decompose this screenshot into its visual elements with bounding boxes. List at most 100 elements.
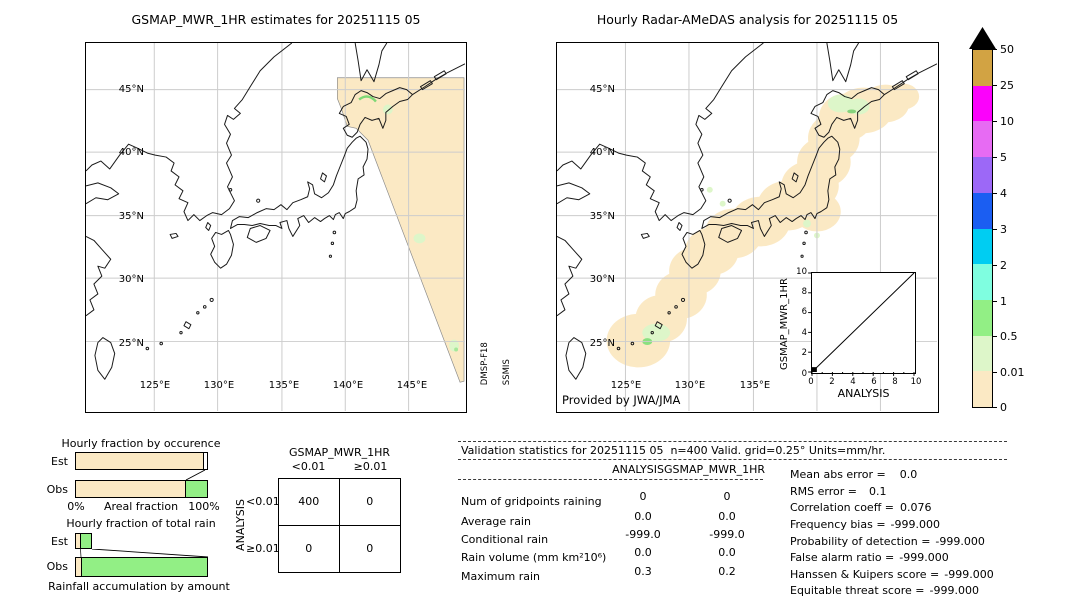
colorbar-tick-label: 25 bbox=[1000, 79, 1014, 92]
inset-ytick: 2 bbox=[801, 348, 807, 358]
totalrain-obs-label: Obs bbox=[46, 560, 68, 573]
score-row: Correlation coeff = 0.076 bbox=[790, 496, 932, 515]
stats-row-label: Num of gridpoints raining bbox=[461, 495, 602, 508]
inset-scatter-panel bbox=[808, 272, 916, 376]
colorbar-tick bbox=[993, 85, 997, 86]
contingency-col2-header: ≥0.01 bbox=[353, 460, 388, 473]
lat-label: 35°N bbox=[118, 211, 144, 222]
contingency-row1-header: <0.01 bbox=[246, 495, 280, 508]
score-label: Correlation coeff = bbox=[790, 501, 894, 514]
stats-analysis-value: 0.0 bbox=[634, 510, 652, 523]
stats-row: Rain volume (mm km²10⁶) 0.0 0.0 bbox=[461, 546, 761, 565]
colorbar-tick-label: 5 bbox=[1000, 151, 1007, 164]
score-row: Hanssen & Kuipers score = -999.000 bbox=[790, 563, 994, 582]
colorbar-tick-label: 0.5 bbox=[1000, 330, 1018, 343]
stats-gsmap-column-header: GSMAP_MWR_1HR bbox=[664, 463, 766, 476]
score-value: 0.1 bbox=[868, 485, 887, 498]
score-label: Frequency bias = bbox=[790, 518, 886, 531]
contingency-title: GSMAP_MWR_1HR bbox=[288, 446, 391, 459]
inset-scatter-plot bbox=[808, 272, 915, 376]
colorbar-tick bbox=[993, 121, 997, 122]
lat-label: 40°N bbox=[118, 147, 144, 158]
inset-xtick: 8 bbox=[892, 377, 898, 387]
left-map-title: GSMAP_MWR_1HR estimates for 20251115 05 bbox=[131, 12, 421, 27]
inset-xtick: 6 bbox=[871, 377, 877, 387]
colorbar-tick-label: 3 bbox=[1000, 223, 1007, 236]
score-value: -999.000 bbox=[944, 568, 994, 581]
inset-xtick: 2 bbox=[829, 377, 835, 387]
right-map-plot bbox=[557, 43, 937, 411]
score-value: -999.000 bbox=[935, 535, 985, 548]
score-label: Probability of detection = bbox=[790, 535, 931, 548]
score-value: -999.000 bbox=[929, 584, 979, 597]
right-map-panel: 45°N 40°N 35°N 30°N 25°N 125°E 130°E 135… bbox=[556, 42, 939, 413]
occurrence-xaxis-label: Areal fraction bbox=[103, 500, 179, 513]
stats-gsmap-value: 0.0 bbox=[718, 510, 736, 523]
contingency-cell: 400 bbox=[279, 479, 340, 526]
occurrence-est-bar bbox=[75, 452, 208, 470]
stats-row-label: Average rain bbox=[461, 515, 531, 528]
lon-label: 125°E bbox=[139, 380, 171, 391]
lat-label: 40°N bbox=[589, 147, 615, 158]
contingency-row2-header: ≥0.01 bbox=[246, 542, 280, 555]
sensor-name: DMSP-F18 bbox=[480, 342, 490, 386]
colorbar bbox=[972, 49, 993, 408]
occurrence-obs-bar bbox=[75, 480, 208, 498]
lon-label: 140°E bbox=[332, 380, 364, 391]
satellite-swath-polygon bbox=[337, 77, 465, 383]
occurrence-est-label: Est bbox=[51, 455, 68, 468]
occurrence-chart-title: Hourly fraction by occurence bbox=[61, 437, 221, 450]
occurrence-obs-norain-segment bbox=[76, 481, 186, 497]
stats-row-label: Conditional rain bbox=[461, 533, 549, 546]
colorbar-segment bbox=[973, 335, 992, 372]
totalrain-connector bbox=[80, 549, 208, 557]
stats-row: Maximum rain 0.3 0.2 bbox=[461, 565, 761, 584]
lon-label: 125°E bbox=[610, 380, 642, 391]
contingency-cell: 0 bbox=[279, 525, 340, 572]
colorbar-segment bbox=[973, 264, 992, 300]
totalrain-est-label: Est bbox=[51, 535, 68, 548]
colorbar-tick bbox=[993, 336, 997, 337]
stats-gsmap-value: 0 bbox=[723, 490, 731, 503]
stats-analysis-value: 0.3 bbox=[634, 565, 652, 578]
score-value: 0.0 bbox=[899, 468, 918, 481]
colorbar-tick-label: 50 bbox=[1000, 43, 1014, 56]
contingency-col1-header: <0.01 bbox=[291, 460, 326, 473]
lon-label: 145°E bbox=[396, 380, 428, 391]
colorbar-tick bbox=[993, 193, 997, 194]
one-to-one-line bbox=[811, 272, 915, 373]
lon-label: 135°E bbox=[739, 380, 771, 391]
lon-label: 135°E bbox=[268, 380, 300, 391]
totalrain-est-heavy-segment bbox=[81, 534, 91, 548]
inset-yaxis-label: GSMAP_MWR_1HR bbox=[779, 278, 790, 370]
stats-divider bbox=[458, 459, 1007, 460]
colorbar-tick bbox=[993, 301, 997, 302]
stats-gsmap-value: -999.0 bbox=[709, 528, 745, 541]
colorbar-segment bbox=[973, 228, 992, 265]
colorbar-tick-label: 2 bbox=[1000, 259, 1007, 272]
occurrence-obs-rain-segment bbox=[186, 481, 207, 497]
totalrain-obs-heavy-segment bbox=[82, 558, 207, 576]
lat-label: 45°N bbox=[589, 84, 615, 95]
colorbar-tick bbox=[993, 49, 997, 50]
stats-divider bbox=[458, 441, 1007, 442]
score-label: Mean abs error = bbox=[790, 468, 886, 481]
sensor-instrument: SSMIS bbox=[502, 359, 512, 386]
occurrence-obs-label: Obs bbox=[46, 483, 68, 496]
lon-label: 130°E bbox=[674, 380, 706, 391]
colorbar-segment bbox=[973, 371, 992, 408]
colorbar-tick-label: 4 bbox=[1000, 187, 1007, 200]
score-label: Hanssen & Kuipers score = bbox=[790, 568, 940, 581]
lat-label: 45°N bbox=[118, 84, 144, 95]
inset-ytick: 6 bbox=[801, 307, 807, 317]
stats-row: Conditional rain -999.0 -999.0 bbox=[461, 528, 761, 547]
radar-light-rain-patches bbox=[642, 94, 870, 346]
lat-label: 25°N bbox=[118, 338, 144, 349]
occurrence-est-rain-segment bbox=[204, 453, 207, 469]
inset-xtick: 4 bbox=[850, 377, 856, 387]
colorbar-tick bbox=[993, 265, 997, 266]
score-value: -999.000 bbox=[890, 518, 941, 531]
occurrence-x1-label: 100% bbox=[188, 500, 220, 513]
stats-gsmap-value: 0.0 bbox=[718, 546, 736, 559]
totalrain-obs-bar bbox=[75, 557, 208, 577]
